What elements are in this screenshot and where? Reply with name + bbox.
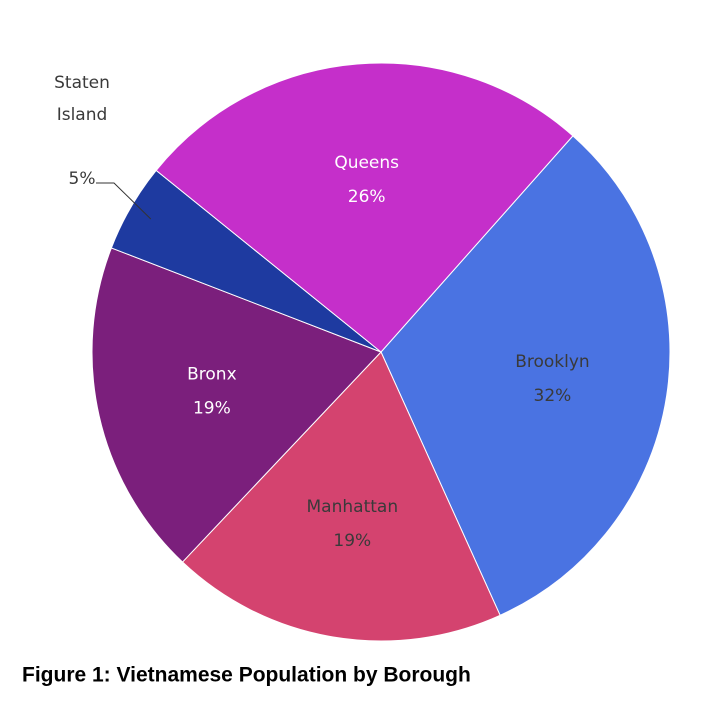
pie-slice xyxy=(380,135,671,616)
slice-label: Brooklyn xyxy=(515,352,589,372)
slice-label: Queens xyxy=(334,153,399,173)
pie-slice xyxy=(155,62,574,353)
pie-slice xyxy=(91,247,382,563)
slice-label: Manhattan xyxy=(307,497,399,517)
slice-label: Staten Island xyxy=(54,73,110,125)
pie-slice xyxy=(181,351,501,642)
value-label: 32% xyxy=(534,386,572,406)
value-label: 19% xyxy=(333,531,371,551)
slice-label: Bronx xyxy=(187,364,237,384)
leader-line xyxy=(96,182,152,220)
value-label: 26% xyxy=(348,187,386,207)
chart-title: Figure 1: Vietnamese Population by Borou… xyxy=(22,664,471,687)
value-label: 5% xyxy=(69,169,96,189)
value-label: 19% xyxy=(193,398,231,418)
